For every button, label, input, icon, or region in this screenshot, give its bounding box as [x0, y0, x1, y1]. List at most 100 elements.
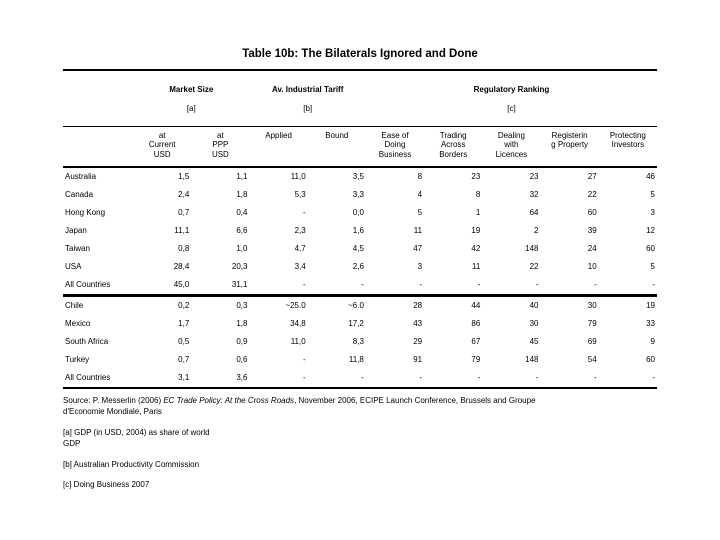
value-cell: 6,6: [236, 226, 248, 235]
value-cell: 4,7: [294, 244, 306, 253]
table-title: Table 10b: The Bilaterals Ignored and Do…: [242, 48, 478, 60]
country-cell: Chile: [65, 301, 84, 310]
value-cell: 60: [646, 355, 655, 364]
value-cell: 3,1: [133, 368, 192, 389]
table-row: Australia 1,5 1,1 11,0 3,5 8 23 23 27 46: [63, 167, 657, 186]
value-cell: 11: [471, 262, 481, 271]
value-cell: 2,6: [352, 262, 364, 271]
group-title: Regulatory Ranking: [473, 84, 550, 94]
value-cell: -: [598, 275, 657, 297]
source-line2: d'Economie Mondiale, Paris: [63, 407, 162, 416]
value-cell: 45,0: [133, 275, 192, 297]
value-cell: 10: [587, 262, 597, 271]
value-cell: 39: [587, 226, 597, 235]
value-cell: -: [598, 368, 657, 389]
value-cell: 67: [471, 337, 481, 346]
value-cell: -: [540, 275, 599, 297]
value-cell: 5,3: [294, 190, 306, 199]
group-header-market-size: Market Size [a]: [133, 70, 250, 127]
value-cell: 5: [650, 190, 655, 199]
value-cell: -: [307, 275, 366, 297]
country-cell: Japan: [65, 226, 87, 235]
value-cell: 64: [529, 208, 539, 217]
source-prefix: Source: P. Messerlin (2006): [63, 395, 164, 405]
value-cell: 0,3: [236, 301, 248, 310]
value-cell: -: [365, 368, 425, 389]
value-cell: 11,0: [290, 337, 306, 346]
value-cell: 0,8: [178, 244, 190, 253]
table-row: Chile 0,2 0,3 ~25.0 ~6.0 28 44 40 30 19: [63, 295, 657, 315]
group-title: Av. Industrial Tariff: [271, 84, 344, 94]
value-cell: 3: [650, 208, 655, 217]
value-cell: 24: [587, 244, 597, 253]
source-line: Source: P. Messerlin (2006) EC Trade Pol…: [63, 395, 657, 418]
group-tag: [b]: [303, 103, 313, 113]
value-cell: 11: [413, 226, 423, 235]
value-cell: -: [482, 368, 541, 389]
value-cell: 19: [471, 226, 481, 235]
country-cell: South Africa: [65, 337, 109, 346]
corner-cell: [63, 126, 134, 168]
value-cell: 3,5: [352, 172, 364, 181]
country-cell: All Countries: [63, 368, 134, 389]
country-cell: Hong Kong: [65, 208, 106, 217]
value-cell: 28: [413, 301, 423, 310]
country-cell: Australia: [65, 172, 97, 181]
value-cell: ~6.0: [348, 301, 364, 310]
value-cell: 0,9: [236, 337, 248, 346]
value-cell: 11,1: [174, 226, 190, 235]
value-cell: 9: [650, 337, 655, 346]
footnote-c: [c] Doing Business 2007: [63, 480, 150, 489]
value-cell: 0,5: [178, 337, 190, 346]
value-cell: 148: [525, 355, 539, 364]
value-cell: 33: [646, 319, 655, 328]
value-cell: 1,8: [236, 319, 248, 328]
value-cell: 1,6: [352, 226, 364, 235]
group-tag: [c]: [507, 103, 516, 113]
value-cell: 8: [417, 172, 423, 181]
table-body-done: Chile 0,2 0,3 ~25.0 ~6.0 28 44 40 30 19 Mexico 1,7 1…: [63, 295, 657, 389]
country-cell: Turkey: [65, 355, 90, 364]
table-body-ignored: Australia 1,5 1,1 11,0 3,5 8 23 23 27 46 Canada 2,4…: [63, 167, 657, 297]
table-row: All Countries 45,0 31,1- - - - - - -: [63, 275, 657, 297]
col-header-protecting-investors: Protecting Investors: [598, 126, 657, 168]
value-cell: 17,2: [348, 319, 364, 328]
country-cell: Canada: [65, 190, 94, 199]
col-header-trading-across-borders: Trading Across Borders: [424, 126, 483, 168]
bilaterals-table: Market Size [a] Av. Industrial Tariff [b…: [63, 69, 657, 389]
value-cell: 3,4: [294, 262, 306, 271]
value-cell: 1,0: [236, 244, 248, 253]
value-cell: 1,7: [178, 319, 190, 328]
corner-cell: [63, 70, 134, 127]
footnote-a: [a] GDP (in USD, 2004) as share of world…: [63, 427, 210, 449]
value-cell: 11,0: [290, 172, 306, 181]
value-cell: 79: [471, 355, 481, 364]
value-cell: -: [249, 275, 308, 297]
value-cell: -: [540, 368, 599, 389]
value-cell: 2,3: [294, 226, 306, 235]
table-row: Taiwan 0,8 1,0 4,7 4,5 47 42 148 24 60: [63, 240, 657, 258]
value-cell: 69: [587, 337, 597, 346]
value-cell: 42: [471, 244, 481, 253]
value-cell: 1,1: [236, 172, 248, 181]
table-row: South Africa 0,5 0,9 11,0 8,3 29 67 45 69 9: [63, 333, 657, 351]
value-cell: 29: [413, 337, 423, 346]
table-row: Mexico 1,7 1,8 34,8 17,2 43 86 30 79 33: [63, 315, 657, 333]
value-cell: 4: [417, 190, 423, 199]
col-header-dealing-with-licences: Dealing with Licences: [482, 126, 541, 168]
group-header-regulatory-ranking: Regulatory Ranking [c]: [365, 70, 657, 127]
value-cell: 47: [413, 244, 423, 253]
col-header-ease-of-doing-business: Ease of Doing Business: [365, 126, 425, 168]
table-row: Japan 11,1 6,6 2,3 1,6 11 19 2 39 12: [63, 222, 657, 240]
col-header-at-ppp-usd: at PPP USD: [191, 126, 250, 168]
country-cell: USA: [65, 262, 82, 271]
value-cell: 40: [529, 301, 539, 310]
value-cell: -: [307, 368, 366, 389]
col-header-at-current-usd: at Current USD: [133, 126, 192, 168]
value-cell: 0,7: [178, 355, 190, 364]
value-cell: 0,0: [352, 208, 364, 217]
table-header: Market Size [a] Av. Industrial Tariff [b…: [63, 70, 657, 168]
value-cell: 31,1: [191, 275, 250, 297]
value-cell: 1,8: [236, 190, 248, 199]
